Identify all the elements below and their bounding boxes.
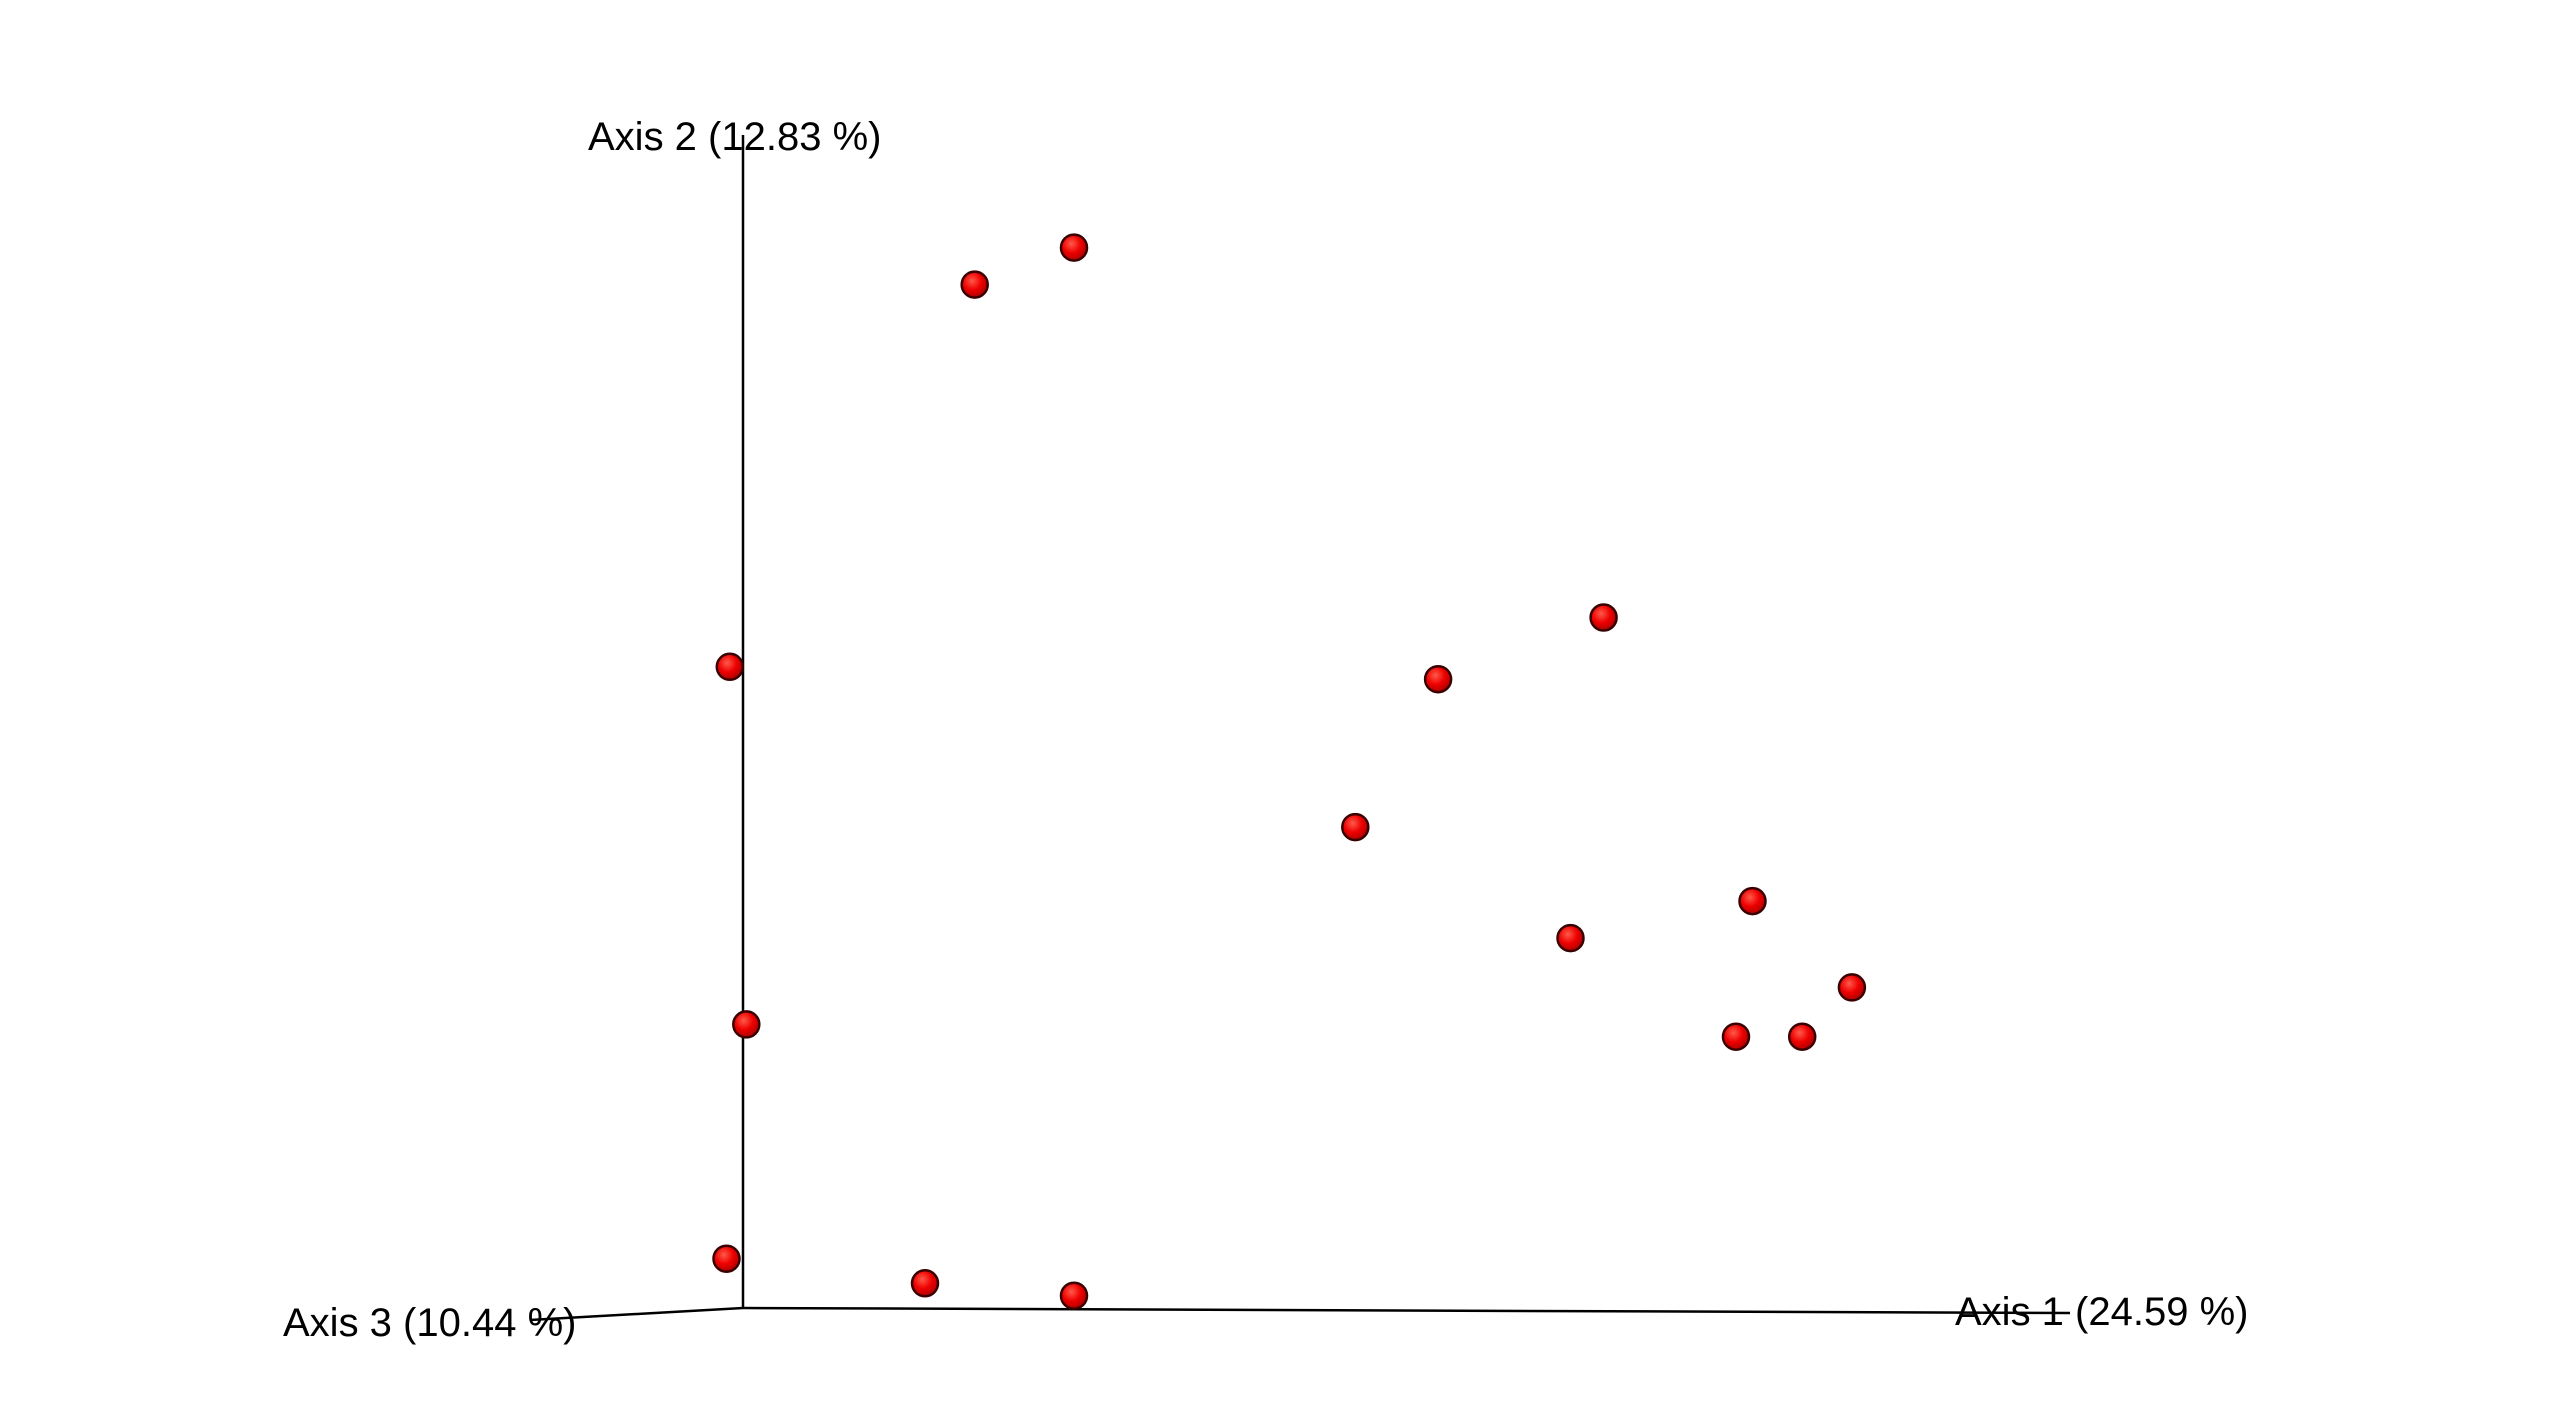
scatter-point-11 (1556, 923, 1585, 953)
scatter-point-4 (732, 1010, 761, 1039)
points-layer (712, 233, 1867, 1310)
scatter-point-12 (1738, 886, 1767, 916)
scatter-point-1 (960, 270, 989, 299)
scatter-point-6 (910, 1269, 940, 1298)
scatter-point-8 (1341, 812, 1370, 842)
scatter-point-15 (1837, 973, 1867, 1002)
axis-3-line (529, 1306, 744, 1322)
axis-labels: Axis 2 (12.83 %) Axis 1 (24.59 %) Axis 3… (283, 115, 2248, 1345)
axis-3-label: Axis 3 (10.44 %) (283, 1301, 576, 1345)
scatter-point-5 (715, 652, 745, 682)
axes-group (529, 135, 2071, 1322)
scatter-point-3 (712, 1244, 741, 1273)
scatter-point-9 (1423, 664, 1453, 694)
scatter-point-13 (1721, 1022, 1751, 1051)
axis-2-label: Axis 2 (12.83 %) (588, 115, 881, 159)
scatter-point-2 (1059, 233, 1089, 262)
scatter-point-10 (1589, 603, 1618, 632)
axis-1-line (742, 1306, 2071, 1315)
axis-1-label: Axis 1 (24.59 %) (1955, 1290, 2248, 1334)
scatter-point-14 (1787, 1022, 1817, 1051)
scatter-point-7 (1059, 1281, 1089, 1310)
